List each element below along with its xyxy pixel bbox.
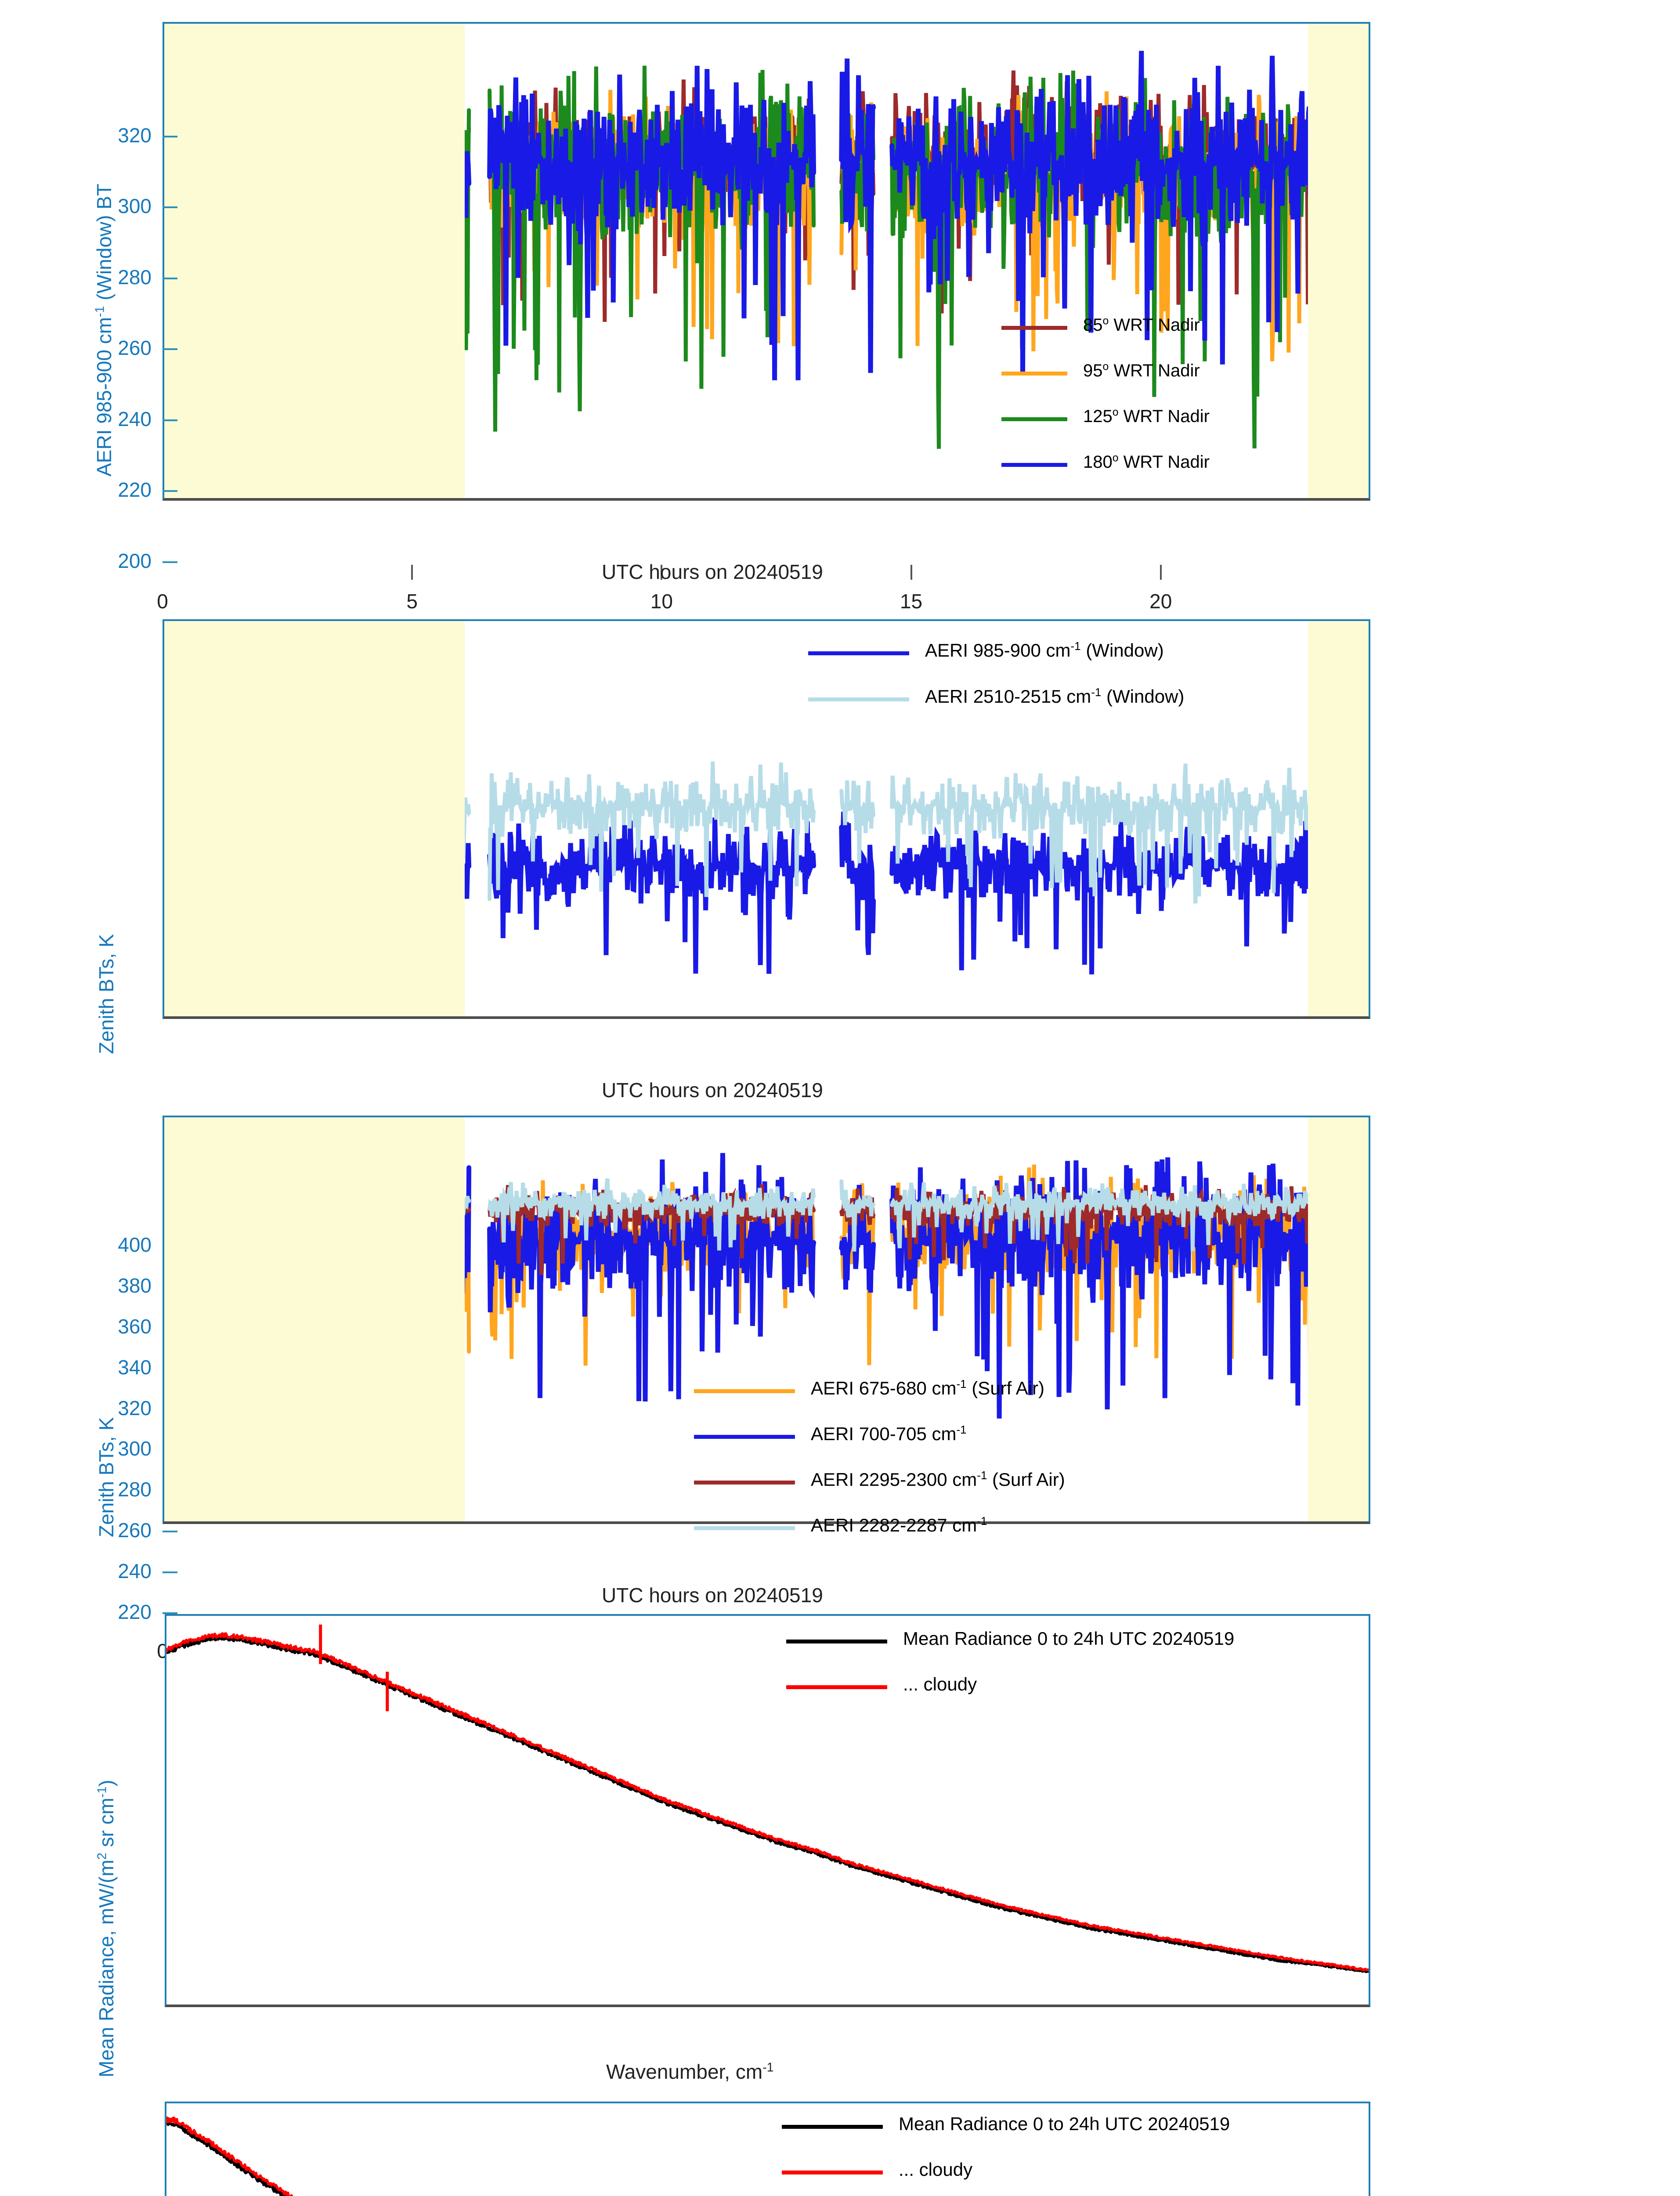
panel-4-plot-area <box>165 1614 1370 2007</box>
y-tick-label: 320 <box>118 1396 152 1419</box>
x-tick-label: 15 <box>900 590 923 613</box>
legend-color-swatch <box>1001 417 1067 421</box>
legend-label: AERI 2282-2287 cm-1 <box>811 1514 987 1535</box>
y-tick-label: 320 <box>118 123 152 147</box>
legend-label: 85o WRT Nadir <box>1083 315 1200 335</box>
panel-3-night-shade-right <box>1308 1116 1370 1524</box>
legend-color-swatch <box>782 2171 883 2175</box>
legend-label: ... cloudy <box>903 1674 977 1694</box>
y-tick-label: 240 <box>118 1560 152 1582</box>
panel-3-night-shade-left <box>163 1116 465 1524</box>
panel-1-plot-area <box>163 22 1370 501</box>
y-tick-mark <box>163 206 177 209</box>
y-tick-label: 240 <box>118 407 152 430</box>
panel-2-y-axis-label: Zenith BTs, K <box>95 934 118 1054</box>
y-tick-mark <box>163 1571 177 1573</box>
panel-3-y-axis-label: Zenith BTs, K <box>95 1417 118 1537</box>
y-tick-mark <box>163 277 177 279</box>
legend-label: Mean Radiance 0 to 24h UTC 20240519 <box>903 1628 1235 1649</box>
y-tick-label: 220 <box>118 478 152 502</box>
x-tick-label: 5 <box>406 590 418 613</box>
y-tick-label: 300 <box>118 1437 152 1460</box>
legend-label: 95o WRT Nadir <box>1083 361 1200 380</box>
legend-color-swatch <box>782 2125 883 2129</box>
y-tick-label: 220 <box>118 1600 152 1623</box>
panel-4-x-axis-label: Wavenumber, cm-1 <box>606 2060 774 2083</box>
legend-label: AERI 985-900 cm-1 (Window) <box>925 639 1164 661</box>
panel-1-night-shade-left <box>163 22 465 501</box>
y-tick-label: 280 <box>118 1478 152 1501</box>
y-tick-mark <box>163 1531 177 1533</box>
legend-color-swatch <box>808 651 909 656</box>
panel-5-mean-radiance-sw: Mean Radiance, mW/(m2 sr cm-1) 121086420… <box>0 2091 1680 2196</box>
data-series-line <box>165 1634 1370 1973</box>
legend-color-swatch <box>786 1640 887 1644</box>
panel-4-series-canvas <box>165 1624 1370 1973</box>
panel-1-night-shade-right <box>1308 22 1370 501</box>
y-tick-mark <box>163 419 177 421</box>
y-tick-label: 280 <box>118 265 152 289</box>
panel-1-y-axis-label: AERI 985-900 cm-1 (Window) BT <box>93 183 116 477</box>
legend-color-swatch <box>694 1481 795 1485</box>
y-tick-label: 380 <box>118 1274 152 1297</box>
panel-4-mean-radiance-lw: Mean Radiance, mW/(m2 sr cm-1) 140120100… <box>0 1603 1680 2108</box>
x-tick-mark <box>661 565 663 580</box>
legend-color-swatch <box>694 1389 795 1394</box>
panel-2-plot-area <box>163 619 1370 1019</box>
x-tick-label: 20 <box>1149 590 1172 613</box>
panel-1-x-axis-label: UTC hours on 20240519 <box>602 560 823 583</box>
panel-2-zenith-bts-window: Zenith BTs, K 400 380 360 340 320 300 280 260 24… <box>0 610 1680 1662</box>
y-tick-label: 260 <box>118 1519 152 1542</box>
legend-color-swatch <box>808 697 909 702</box>
x-tick-label: 10 <box>650 590 673 613</box>
legend-label: 125o WRT Nadir <box>1083 406 1210 426</box>
data-series-line <box>165 1632 1370 1972</box>
legend-color-swatch <box>1001 463 1067 467</box>
panel-5-plot-area <box>165 2102 1370 2196</box>
y-tick-label: 200 <box>118 549 152 572</box>
y-tick-mark <box>163 490 177 492</box>
y-tick-mark <box>163 561 177 563</box>
y-tick-label: 400 <box>118 1233 152 1257</box>
x-tick-mark <box>910 565 912 580</box>
legend-label: AERI 2295-2300 cm-1 (Surf Air) <box>811 1469 1065 1490</box>
panel-4-y-axis-label: Mean Radiance, mW/(m2 sr cm-1) <box>95 1780 118 2077</box>
y-tick-mark <box>163 135 177 137</box>
panel-3-x-axis-label: UTC hours on 20240519 <box>602 1584 823 1607</box>
legend-color-swatch <box>1001 372 1067 376</box>
panel-1-aeri-window-bt-by-angle: AERI 985-900 cm-1 (Window) BT 320 300 280 2… <box>0 0 1680 613</box>
legend-label: AERI 675-680 cm-1 (Surf Air) <box>811 1377 1045 1398</box>
legend-label: 180o WRT Nadir <box>1083 452 1210 472</box>
legend-label: AERI 2510-2515 cm-1 (Window) <box>925 686 1185 707</box>
panel-2-night-shade-left <box>163 619 465 1019</box>
y-tick-label: 360 <box>118 1315 152 1338</box>
panel-2-night-shade-right <box>1308 619 1370 1019</box>
y-tick-label: 340 <box>118 1355 152 1379</box>
panel-2-x-axis-label: UTC hours on 20240519 <box>602 1079 823 1102</box>
legend-label: ... cloudy <box>899 2159 973 2180</box>
panel-3-plot-area <box>163 1116 1370 1524</box>
legend-color-swatch <box>694 1435 795 1439</box>
x-tick-mark <box>1160 565 1162 580</box>
y-tick-mark <box>163 1612 177 1614</box>
y-tick-label: 260 <box>118 336 152 360</box>
y-tick-label: 300 <box>118 195 152 218</box>
legend-label: Mean Radiance 0 to 24h UTC 20240519 <box>899 2113 1230 2134</box>
y-tick-mark <box>163 348 177 350</box>
x-tick-mark <box>411 565 413 580</box>
legend-color-swatch <box>1001 326 1067 330</box>
legend-color-swatch <box>786 1685 887 1690</box>
legend-color-swatch <box>694 1526 795 1531</box>
x-tick-label: 0 <box>157 590 168 613</box>
legend-label: AERI 700-705 cm-1 <box>811 1423 967 1444</box>
